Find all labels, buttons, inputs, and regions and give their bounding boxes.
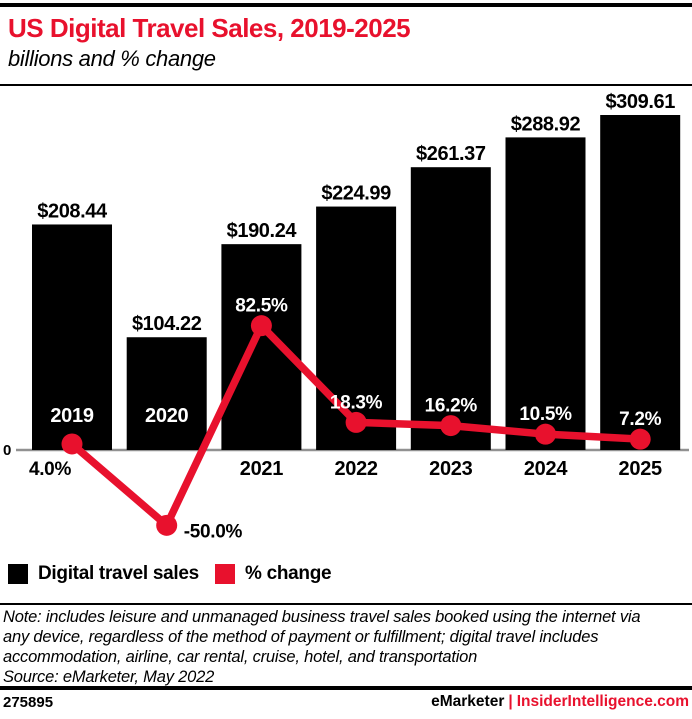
year-label-2025: 2025 [619, 458, 662, 480]
bar-2021 [221, 244, 302, 450]
brand-separator: | [508, 693, 513, 710]
bar-value-label-2023: $261.37 [416, 143, 486, 165]
page-subtitle: billions and % change [8, 46, 216, 71]
year-label-2019: 2019 [50, 405, 93, 427]
legend-label: Digital travel sales [38, 563, 199, 584]
bar-2025 [600, 115, 681, 450]
chart-svg: 0 $208.44 $104.22 $190.24 $224.99 $261.37 $288… [3, 91, 689, 542]
pct-change-point-2024 [535, 423, 556, 445]
pct-label-2022: 18.3% [330, 392, 383, 413]
source-line: Source: eMarketer, May 2022 [3, 668, 215, 686]
bar-value-label-2020: $104.22 [132, 313, 202, 335]
brand-footer: eMarketer | InsiderIntelligence.com [431, 693, 689, 711]
legend-item-pct-change: % change [215, 563, 332, 585]
pct-change-point-2022 [345, 411, 367, 433]
bar-value-label-2024: $288.92 [511, 113, 581, 135]
note-line: any device, regardless of the method of … [3, 628, 599, 646]
bar-2019 [32, 224, 112, 450]
brand-emarketer: eMarketer [431, 693, 505, 710]
legend-item-digital-travel-sales: Digital travel sales [8, 563, 199, 585]
page-title: US Digital Travel Sales, 2019-2025 [8, 13, 411, 43]
legend-label: % change [245, 563, 332, 584]
bar-value-label-2021: $190.24 [227, 220, 298, 242]
chart: 0 $208.44 $104.22 $190.24 $224.99 $261.37 $288… [0, 88, 692, 550]
chart-note: Note: includes leisure and unmanaged bus… [3, 607, 683, 687]
legend-swatch-bar-icon [8, 564, 28, 584]
axis-zero-label: 0 [3, 442, 11, 459]
pct-label-2023: 16.2% [425, 396, 478, 417]
legend-swatch-line-icon [215, 564, 235, 584]
top-divider [0, 3, 692, 7]
bar-value-label-2025: $309.61 [605, 91, 675, 113]
bar-2020 [126, 337, 207, 450]
pct-label-2020: -50.0% [184, 521, 243, 542]
pct-label-2024: 10.5% [519, 404, 572, 425]
pct-change-point-2021 [250, 315, 272, 337]
bar-value-label-2022: $224.99 [321, 183, 391, 205]
note-divider [0, 603, 692, 605]
year-label-2024: 2024 [524, 458, 568, 480]
bar-2022 [316, 206, 397, 450]
pct-label-2019: 4.0% [29, 459, 72, 480]
note-line: accommodation, airline, car rental, crui… [3, 648, 478, 666]
pct-label-2025: 7.2% [619, 409, 662, 430]
chart-id: 275895 [3, 694, 54, 711]
year-label-2022: 2022 [334, 458, 377, 480]
bottom-divider [0, 686, 692, 690]
brand-insiderintelligence-link[interactable]: InsiderIntelligence.com [516, 693, 689, 710]
year-label-2020: 2020 [145, 405, 188, 427]
year-label-2023: 2023 [429, 458, 472, 480]
bar-value-label-2019: $208.44 [37, 200, 108, 222]
year-label-2021: 2021 [240, 458, 283, 480]
pct-change-point-2019 [61, 433, 83, 455]
subtitle-divider [0, 84, 692, 86]
bar-2024 [505, 137, 586, 451]
note-line: Note: includes leisure and unmanaged bus… [3, 608, 641, 626]
pct-label-2021: 82.5% [235, 296, 288, 317]
pct-change-point-2023 [440, 415, 462, 437]
pct-change-point-2025 [629, 428, 651, 450]
pct-change-point-2020 [156, 514, 178, 536]
bar-2023 [410, 167, 491, 450]
